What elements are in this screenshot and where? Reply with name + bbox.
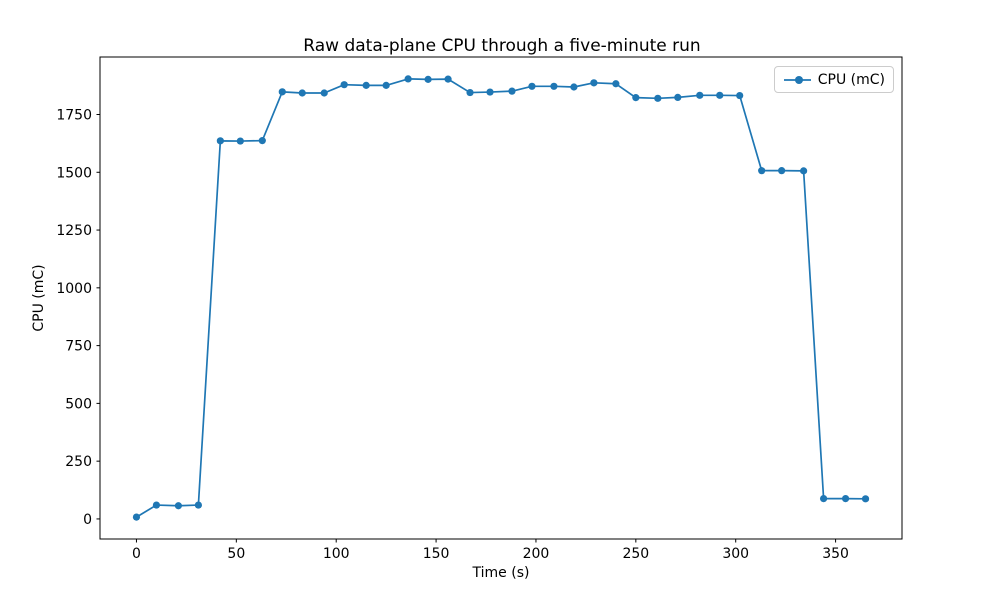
- y-tick-label: 1000: [56, 281, 92, 297]
- data-point-marker: [819, 495, 828, 503]
- chart-title: Raw data-plane CPU through a five-minute…: [303, 36, 701, 56]
- data-point-marker: [508, 87, 516, 95]
- data-point-marker: [404, 75, 412, 83]
- x-tick-label: 350: [822, 546, 849, 562]
- data-point-marker: [654, 94, 662, 102]
- data-point-marker: [674, 93, 682, 101]
- data-point-marker: [612, 80, 620, 88]
- y-tick-label: 0: [83, 512, 92, 528]
- x-tick-label: 250: [622, 546, 649, 562]
- data-point-marker: [174, 502, 183, 510]
- cpu-line: [136, 78, 866, 518]
- x-axis-label: Time (s): [472, 565, 530, 581]
- data-point-marker: [528, 82, 536, 90]
- x-tick-label: 200: [523, 546, 550, 562]
- data-point-marker: [861, 495, 870, 503]
- data-point-marker: [590, 79, 598, 87]
- legend-line-marker-icon: [784, 75, 811, 84]
- y-tick-label: 1500: [56, 165, 92, 181]
- data-point-marker: [216, 137, 224, 145]
- legend: CPU (mC): [774, 66, 894, 93]
- data-point-marker: [152, 501, 161, 509]
- data-point-marker: [236, 137, 244, 145]
- data-point-marker: [132, 513, 141, 521]
- axes-spines: [99, 56, 903, 540]
- data-point-marker: [486, 88, 494, 96]
- x-tick-label: 0: [132, 546, 141, 562]
- y-tick-label: 250: [65, 454, 92, 470]
- data-point-marker: [320, 89, 328, 97]
- data-point-marker: [550, 82, 558, 90]
- data-point-marker: [298, 89, 306, 97]
- data-point-marker: [340, 81, 348, 89]
- data-point-marker: [278, 88, 286, 96]
- data-point-marker: [841, 495, 850, 503]
- y-tick-label: 1250: [56, 223, 92, 239]
- data-point-marker: [632, 94, 640, 102]
- data-point-marker: [362, 81, 370, 89]
- y-tick-label: 1750: [56, 107, 92, 123]
- data-point-marker: [194, 501, 202, 509]
- data-point-marker: [258, 137, 266, 145]
- data-point-marker: [800, 167, 808, 175]
- x-tick-label: 50: [227, 546, 245, 562]
- data-point-marker: [424, 75, 432, 83]
- data-point-marker: [382, 81, 390, 89]
- data-point-marker: [736, 91, 744, 100]
- x-tick-label: 150: [423, 546, 450, 562]
- data-point-marker: [758, 167, 766, 175]
- data-point-marker: [696, 91, 704, 99]
- data-point-marker: [444, 75, 452, 83]
- x-tick-label: 100: [323, 546, 350, 562]
- data-point-marker: [466, 88, 474, 97]
- data-point-marker: [778, 167, 786, 175]
- x-tick-label: 300: [722, 546, 749, 562]
- data-point-marker: [716, 91, 724, 99]
- y-tick-label: 750: [65, 339, 92, 355]
- y-tick-label: 500: [65, 396, 92, 412]
- legend-label: CPU (mC): [817, 71, 885, 88]
- data-point-marker: [570, 83, 578, 91]
